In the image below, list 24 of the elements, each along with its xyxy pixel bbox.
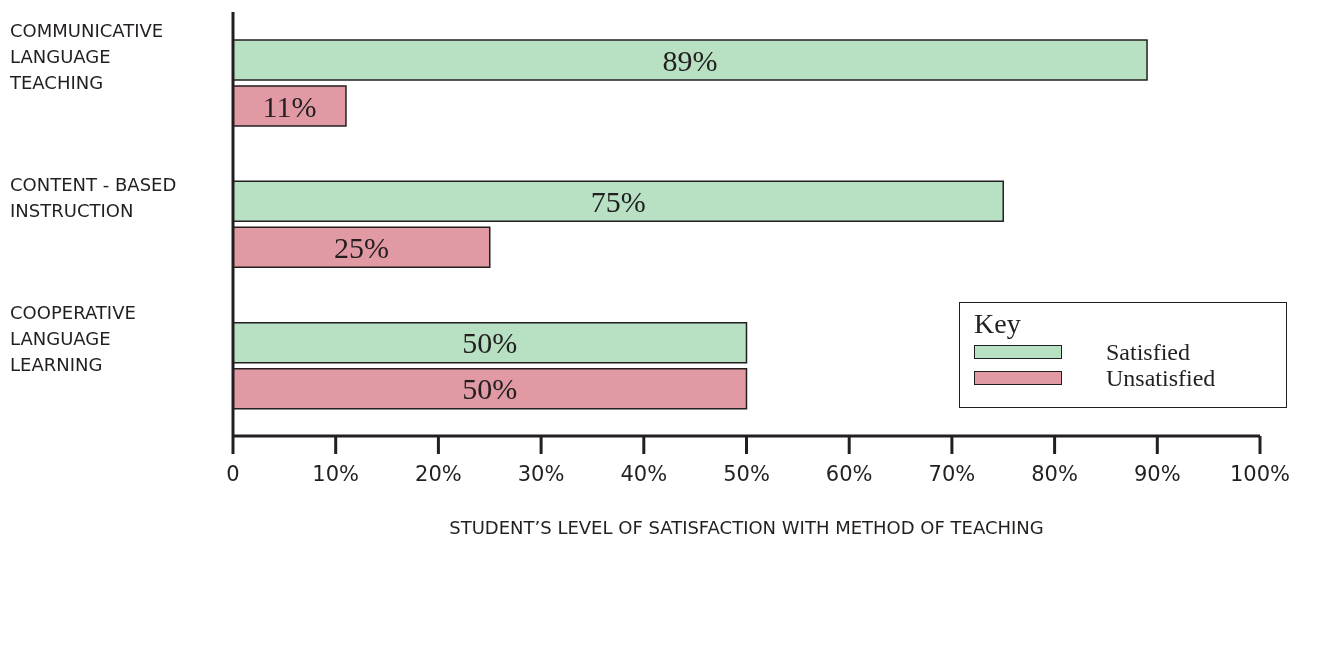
data-label: 50% xyxy=(462,326,518,360)
x-tick-label: 30% xyxy=(517,461,565,486)
data-label: 89% xyxy=(662,43,718,77)
x-tick-label: 50% xyxy=(723,461,770,486)
y-tick-label: CONTENT - BASED INSTRUCTION xyxy=(10,174,177,221)
x-tick-label: 20% xyxy=(415,461,462,486)
y-tick-label: COOPERATIVE LANGUAGE LEARNING xyxy=(10,302,136,376)
data-label: 25% xyxy=(333,230,389,264)
x-tick-label: 70% xyxy=(928,461,976,486)
legend-label: Unsatisfied xyxy=(1106,364,1216,392)
x-tick-label: 90% xyxy=(1133,461,1181,486)
x-tick-label: 80% xyxy=(1031,461,1078,486)
data-label: 50% xyxy=(462,372,518,406)
x-axis-title: STUDENT’S LEVEL OF SATISFACTION WITH METHOD OF TEACHING xyxy=(449,517,1044,538)
data-label: 75% xyxy=(590,184,646,218)
x-tick-label: 10% xyxy=(312,461,360,486)
x-tick-label: 0 xyxy=(226,461,240,486)
x-tick-label: 100% xyxy=(1229,461,1291,486)
data-label: 11% xyxy=(262,89,317,123)
legend-title: Key xyxy=(974,308,1022,339)
x-tick-label: 40% xyxy=(620,461,668,486)
x-tick-label: 60% xyxy=(825,461,873,486)
y-tick-label: COMMUNICATIVE LANGUAGE TEACHING xyxy=(9,19,164,93)
legend-label: Satisfied xyxy=(1106,338,1190,366)
